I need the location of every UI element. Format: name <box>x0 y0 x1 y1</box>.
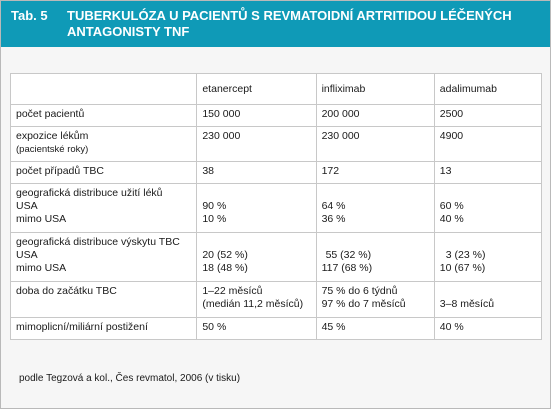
value-mimo-usa: 40 % <box>439 213 464 225</box>
value-usa: 90 % <box>202 200 227 212</box>
row-label-mimo-usa: mimo USA <box>16 262 67 274</box>
row-label-main: geografická distribuce výskytu TBC <box>16 236 180 248</box>
value-line-2: 3–8 měsíců <box>439 298 495 310</box>
row-label-main: geografická distribuce užití léků <box>16 187 163 199</box>
row-label: geografická distribuce výskytu TBC USA m… <box>9 232 198 282</box>
cell-infliximab: 75 % do 6 týdnů 97 % do 7 měsíců <box>315 281 435 318</box>
cell-infliximab: 230 000 <box>315 126 435 162</box>
value-mimo-usa: 18 (48 %) <box>202 262 248 274</box>
table-footnote: podle Tegzová a kol., Čes revmatol, 2006… <box>19 373 241 384</box>
table-row-expozice: expozice lékům (pacientské roky) 230 000… <box>9 126 543 162</box>
table-row-distribuce-vyskytu: geografická distribuce výskytu TBC USA m… <box>9 232 543 282</box>
value-line-1: 1–22 měsíců <box>202 285 263 297</box>
value-line-1 <box>440 285 536 298</box>
value-line-2: 97 % do 7 měsíců <box>321 298 406 310</box>
value-usa: 60 % <box>439 200 464 212</box>
cell-etanercept: 20 (52 %) 18 (48 %) <box>196 232 317 282</box>
value-line-1: 75 % do 6 týdnů <box>321 285 398 297</box>
cell-adalimumab: 2500 <box>433 104 543 127</box>
table-row-distribuce-uziti: geografická distribuce užití léků USA mi… <box>9 183 543 233</box>
table-row-pocet-pacientu: počet pacientů 150 000 200 000 2500 <box>9 104 543 127</box>
cell-adalimumab: 13 <box>433 161 543 184</box>
row-label: mimoplicní/miliární postižení <box>9 317 198 340</box>
value-mimo-usa: 10 % <box>202 213 227 225</box>
row-label: expozice lékům (pacientské roky) <box>9 126 198 162</box>
row-label-main: expozice lékům <box>16 130 89 142</box>
value-usa: 55 (32 %) <box>325 249 372 261</box>
row-label: počet případů TBC <box>9 161 198 184</box>
value-usa: 3 (23 %) <box>445 249 486 261</box>
header-cell-adalimumab: adalimumab <box>433 73 543 105</box>
cell-adalimumab: 4900 <box>433 126 543 162</box>
cell-infliximab: 45 % <box>315 317 435 340</box>
row-label: počet pacientů <box>9 104 198 127</box>
value-usa: 20 (52 %) <box>202 249 248 261</box>
cell-etanercept: 90 % 10 % <box>196 183 317 233</box>
cell-infliximab: 172 <box>315 161 435 184</box>
header-cell-empty <box>9 73 198 105</box>
cell-etanercept: 150 000 <box>196 104 317 127</box>
row-label: geografická distribuce užití léků USA mi… <box>9 183 198 233</box>
value-line-2: (medián 11,2 měsíců) <box>202 298 304 310</box>
cell-adalimumab: 60 % 40 % <box>433 183 543 233</box>
row-label: doba do začátku TBC <box>9 281 198 318</box>
row-label-mimo-usa: mimo USA <box>16 213 67 225</box>
header-cell-etanercept: etanercept <box>196 73 317 105</box>
table-header: Tab. 5 TUBERKULÓZA U PACIENTŮ S REVMATOI… <box>1 1 550 47</box>
cell-etanercept: 1–22 měsíců (medián 11,2 měsíců) <box>196 281 317 318</box>
table-number: Tab. 5 <box>11 8 48 23</box>
cell-etanercept: 50 % <box>196 317 317 340</box>
cell-infliximab: 64 % 36 % <box>315 183 435 233</box>
value-mimo-usa: 10 (67 %) <box>439 262 486 274</box>
table-row-mimoplicni: mimoplicní/miliární postižení 50 % 45 % … <box>9 317 543 340</box>
cell-adalimumab: 3 (23 %) 10 (67 %) <box>433 232 543 282</box>
row-label-usa: USA <box>16 249 38 261</box>
header-cell-infliximab: infliximab <box>315 73 435 105</box>
table-row-doba: doba do začátku TBC 1–22 měsíců (medián … <box>9 281 543 318</box>
tuberculosis-table: etanercept infliximab adalimumab počet p… <box>9 73 543 340</box>
table-header-row: etanercept infliximab adalimumab <box>9 73 543 105</box>
cell-etanercept: 38 <box>196 161 317 184</box>
value-mimo-usa: 117 (68 %) <box>321 262 373 274</box>
value-usa: 64 % <box>321 200 346 212</box>
cell-etanercept: 230 000 <box>196 126 317 162</box>
cell-adalimumab: 3–8 měsíců <box>433 281 543 318</box>
cell-infliximab: 55 (32 %) 117 (68 %) <box>315 232 435 282</box>
cell-infliximab: 200 000 <box>315 104 435 127</box>
row-label-usa: USA <box>16 200 38 212</box>
table-row-pocet-tbc: počet případů TBC 38 172 13 <box>9 161 543 184</box>
value-mimo-usa: 36 % <box>321 213 346 225</box>
table-title: TUBERKULÓZA U PACIENTŮ S REVMATOIDNÍ ART… <box>67 8 512 39</box>
row-label-sub: (pacientské roky) <box>16 144 89 155</box>
cell-adalimumab: 40 % <box>433 317 543 340</box>
